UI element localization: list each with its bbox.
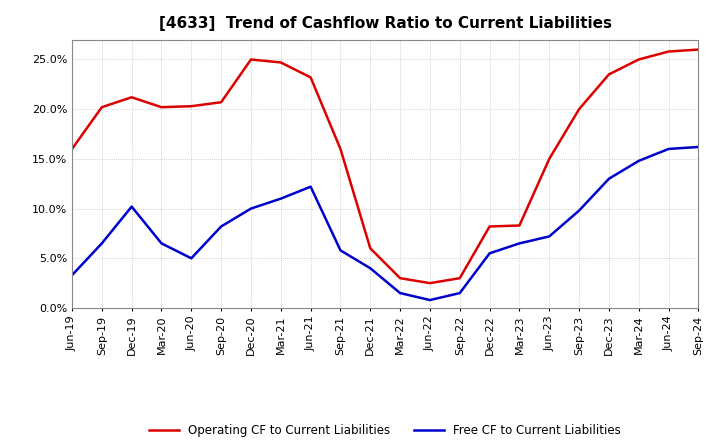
Operating CF to Current Liabilities bbox=[396, 275, 405, 281]
Operating CF to Current Liabilities bbox=[336, 147, 345, 152]
Free CF to Current Liabilities bbox=[247, 206, 256, 211]
Free CF to Current Liabilities bbox=[97, 241, 106, 246]
Operating CF to Current Liabilities bbox=[247, 57, 256, 62]
Operating CF to Current Liabilities bbox=[127, 95, 136, 100]
Operating CF to Current Liabilities bbox=[217, 99, 225, 105]
Free CF to Current Liabilities bbox=[306, 184, 315, 189]
Free CF to Current Liabilities bbox=[485, 251, 494, 256]
Free CF to Current Liabilities bbox=[366, 266, 374, 271]
Free CF to Current Liabilities bbox=[694, 144, 703, 150]
Operating CF to Current Liabilities bbox=[426, 281, 434, 286]
Operating CF to Current Liabilities bbox=[366, 246, 374, 251]
Free CF to Current Liabilities bbox=[276, 196, 285, 201]
Free CF to Current Liabilities bbox=[336, 248, 345, 253]
Operating CF to Current Liabilities bbox=[634, 57, 643, 62]
Operating CF to Current Liabilities bbox=[187, 103, 196, 109]
Operating CF to Current Liabilities bbox=[694, 47, 703, 52]
Free CF to Current Liabilities bbox=[634, 158, 643, 164]
Operating CF to Current Liabilities bbox=[665, 49, 673, 54]
Free CF to Current Liabilities bbox=[127, 204, 136, 209]
Operating CF to Current Liabilities bbox=[456, 275, 464, 281]
Free CF to Current Liabilities bbox=[426, 297, 434, 303]
Free CF to Current Liabilities bbox=[605, 176, 613, 181]
Free CF to Current Liabilities bbox=[396, 290, 405, 296]
Operating CF to Current Liabilities bbox=[306, 75, 315, 80]
Free CF to Current Liabilities bbox=[545, 234, 554, 239]
Free CF to Current Liabilities bbox=[665, 147, 673, 152]
Free CF to Current Liabilities bbox=[68, 272, 76, 278]
Title: [4633]  Trend of Cashflow Ratio to Current Liabilities: [4633] Trend of Cashflow Ratio to Curren… bbox=[158, 16, 612, 32]
Operating CF to Current Liabilities bbox=[157, 105, 166, 110]
Free CF to Current Liabilities bbox=[217, 224, 225, 229]
Legend: Operating CF to Current Liabilities, Free CF to Current Liabilities: Operating CF to Current Liabilities, Fre… bbox=[145, 419, 626, 440]
Operating CF to Current Liabilities bbox=[575, 106, 583, 112]
Free CF to Current Liabilities bbox=[187, 256, 196, 261]
Free CF to Current Liabilities bbox=[157, 241, 166, 246]
Operating CF to Current Liabilities bbox=[68, 147, 76, 152]
Free CF to Current Liabilities bbox=[515, 241, 523, 246]
Operating CF to Current Liabilities bbox=[97, 105, 106, 110]
Operating CF to Current Liabilities bbox=[515, 223, 523, 228]
Line: Free CF to Current Liabilities: Free CF to Current Liabilities bbox=[72, 147, 698, 300]
Line: Operating CF to Current Liabilities: Operating CF to Current Liabilities bbox=[72, 50, 698, 283]
Operating CF to Current Liabilities bbox=[545, 156, 554, 161]
Operating CF to Current Liabilities bbox=[276, 60, 285, 65]
Free CF to Current Liabilities bbox=[456, 290, 464, 296]
Operating CF to Current Liabilities bbox=[605, 72, 613, 77]
Free CF to Current Liabilities bbox=[575, 208, 583, 213]
Operating CF to Current Liabilities bbox=[485, 224, 494, 229]
